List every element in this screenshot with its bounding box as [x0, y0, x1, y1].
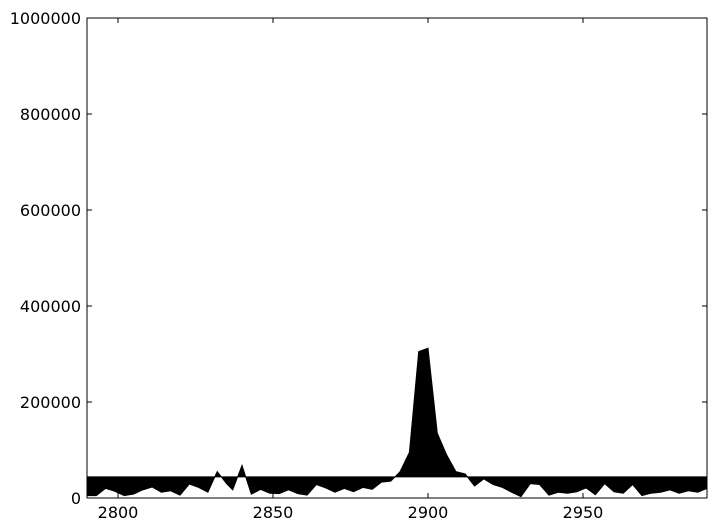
x-tick-label: 2850: [253, 503, 294, 522]
axis-ticks: [87, 17, 707, 499]
y-tick-label: 400000: [20, 297, 81, 316]
x-axis-tick-labels: 2800 2850 2900 2950: [98, 503, 604, 522]
y-tick-label: 200000: [20, 393, 81, 412]
plot-frame: [86, 17, 708, 499]
x-tick-label: 2950: [563, 503, 604, 522]
y-tick-label: 800000: [20, 105, 81, 124]
y-tick-label: 0: [71, 489, 81, 508]
y-tick-label: 600000: [20, 201, 81, 220]
x-tick-label: 2900: [408, 503, 449, 522]
y-tick-label: 1000000: [10, 9, 81, 28]
y-axis-tick-labels: 0 200000 400000 600000 800000 1000000: [10, 9, 81, 508]
plot-area: [86, 347, 708, 498]
x-tick-label: 2800: [98, 503, 139, 522]
area-series-0: [86, 347, 708, 498]
